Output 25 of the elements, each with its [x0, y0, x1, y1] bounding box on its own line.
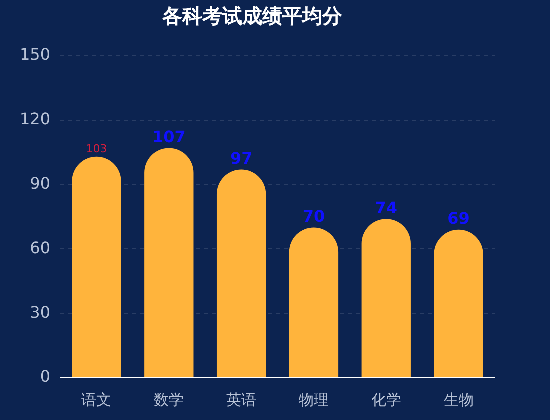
bar	[289, 228, 339, 378]
bar	[144, 148, 194, 378]
y-tick-label: 90	[30, 174, 51, 193]
bar	[72, 156, 122, 378]
y-tick-label: 60	[30, 238, 51, 258]
bar	[362, 219, 411, 378]
data-label: 74	[375, 198, 398, 218]
x-tick-label: 化学	[371, 390, 402, 409]
data-label: 69	[448, 209, 470, 228]
x-tick-label: 英语	[226, 390, 257, 409]
x-tick-label: 生物	[444, 390, 474, 409]
chart-title: 各科考试成绩平均分	[162, 4, 344, 28]
y-tick-label: 30	[30, 302, 51, 322]
data-label: 107	[152, 127, 186, 146]
data-label: 103	[86, 142, 108, 156]
data-label: 70	[302, 206, 326, 226]
y-tick-label: 120	[20, 110, 51, 129]
data-label: 97	[230, 148, 253, 168]
y-tick-label: 0	[40, 367, 51, 386]
x-tick-label: 语文	[82, 390, 112, 409]
y-tick-label: 150	[20, 45, 51, 64]
bar	[216, 170, 266, 378]
x-tick-label: 物理	[298, 390, 329, 409]
bar	[434, 230, 484, 378]
x-tick-label: 数学	[154, 390, 184, 409]
